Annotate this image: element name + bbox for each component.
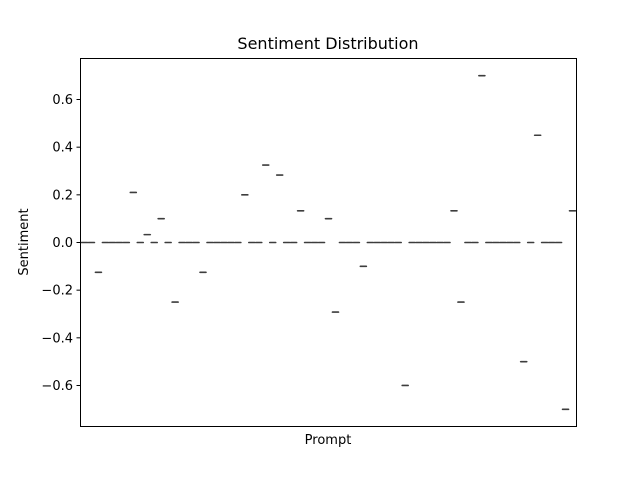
y-tick-label: 0.0	[52, 236, 73, 251]
x-axis-label: Prompt	[305, 433, 352, 448]
y-axis-label: Sentiment	[17, 208, 32, 275]
y-axis: −0.6 −0.4 −0.2 0.0 0.2 0.4 0.6	[41, 93, 81, 394]
y-tick-label: −0.2	[41, 284, 73, 299]
data-marks	[80, 74, 577, 411]
y-tick-label: 0.4	[52, 141, 73, 156]
chart-title: Sentiment Distribution	[237, 34, 418, 53]
plot-frame	[80, 58, 577, 427]
y-tick-label: −0.4	[41, 331, 73, 346]
y-tick-label: −0.6	[41, 379, 73, 394]
y-tick-label: 0.6	[52, 93, 73, 108]
y-tick-label: 0.2	[52, 188, 73, 203]
